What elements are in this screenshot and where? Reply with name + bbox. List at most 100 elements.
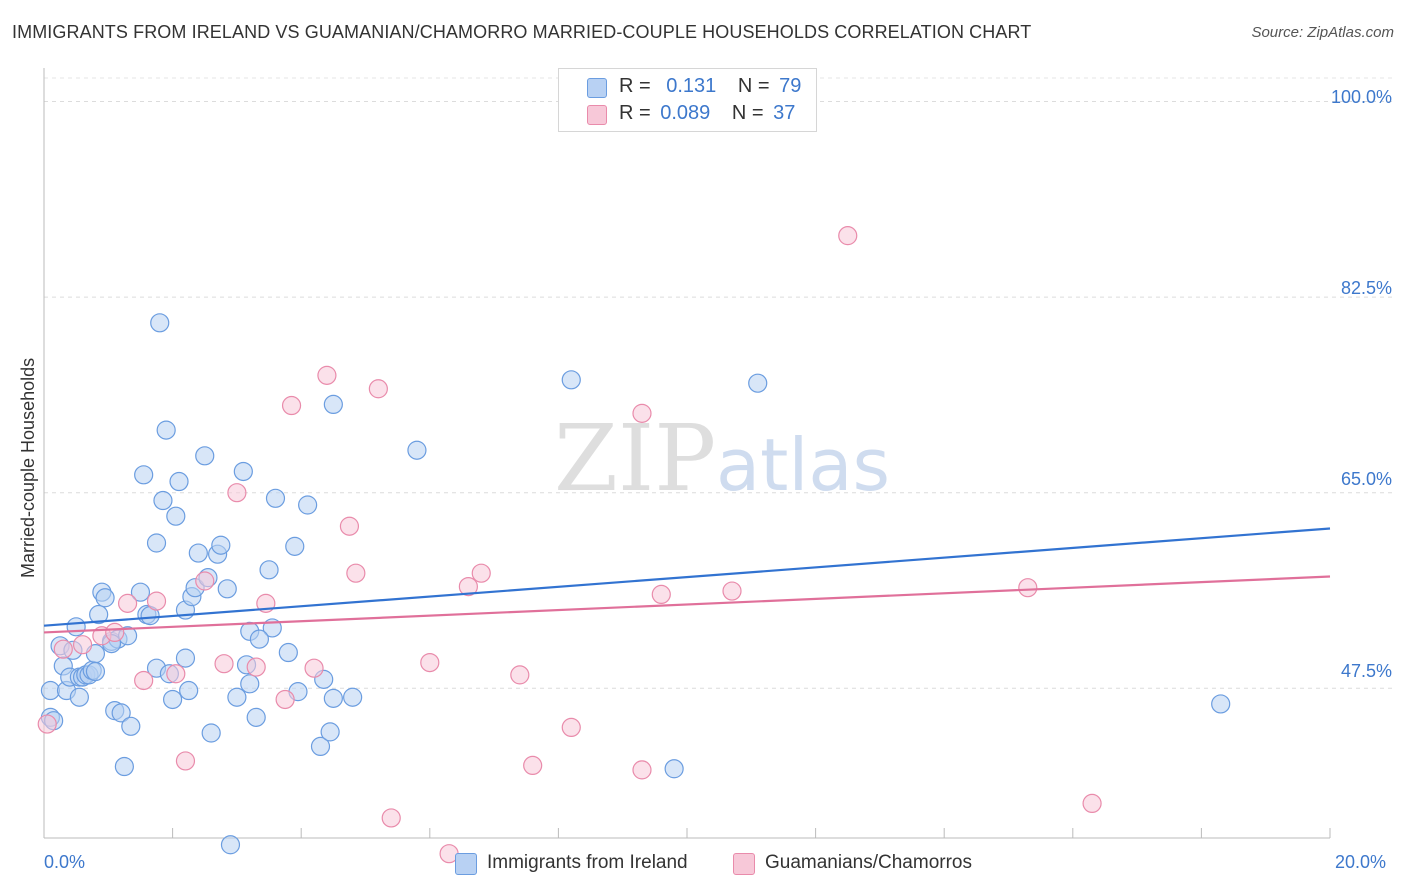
ireland-point <box>278 642 298 663</box>
correlation-legend: R = 0.131 N = 79 R = 0.089 N = 37 <box>558 68 817 132</box>
ireland-point <box>153 490 173 511</box>
x-tick-label: 0.0% <box>44 852 86 872</box>
source-label: Source: ZipAtlas.com <box>1251 24 1394 41</box>
legend-n-value: 37 <box>773 102 796 124</box>
ireland-point <box>748 373 768 393</box>
ireland-point <box>407 440 427 460</box>
legend-n-label: N = <box>737 75 770 97</box>
guamanian-point <box>523 755 543 776</box>
ireland-point <box>201 723 221 743</box>
guamanian-point <box>275 689 295 710</box>
ireland-point <box>298 495 318 515</box>
guamanian-point <box>339 516 360 536</box>
guamanian-point <box>651 584 671 605</box>
ireland-point <box>95 588 115 608</box>
ireland-point <box>233 461 253 482</box>
guamanian-point <box>722 581 742 601</box>
guamanian-point <box>166 664 186 684</box>
ireland-point <box>1211 694 1231 714</box>
ireland-point <box>240 674 260 694</box>
guamanian-point <box>304 658 324 678</box>
gridlines <box>44 77 1394 689</box>
ireland-point <box>246 707 266 727</box>
guamanian-point <box>561 717 581 738</box>
guamanian-point <box>1018 578 1038 598</box>
guamanian-point <box>214 654 234 674</box>
ireland-point <box>188 543 208 563</box>
ireland-point <box>664 759 684 779</box>
guamanian-point <box>72 635 93 655</box>
legend-swatch <box>587 105 607 125</box>
trend-lines <box>43 527 1331 634</box>
ireland-point <box>320 722 340 742</box>
legend-r-label: R = <box>619 102 651 124</box>
ireland-point <box>285 536 305 556</box>
y-tick-label: 47.5% <box>1340 661 1392 681</box>
ireland-point <box>169 471 189 492</box>
guamanian-point <box>346 563 366 583</box>
ireland-trend-line <box>43 527 1331 627</box>
ireland-point <box>66 617 86 637</box>
ireland-point <box>220 835 241 855</box>
y-tick-label: 82.5% <box>1340 278 1392 298</box>
guamanian-point <box>381 808 401 828</box>
legend-label: Guamanians/Chamorros <box>765 852 972 873</box>
legend-r-value: 0.131 <box>666 75 717 97</box>
ireland-point <box>166 506 186 526</box>
axes <box>43 68 1331 839</box>
guamanian-point <box>510 665 530 685</box>
ireland-point <box>310 736 331 757</box>
legend-n-label: N = <box>731 102 764 124</box>
ireland-point <box>114 756 134 777</box>
guamanian-point <box>838 226 858 246</box>
guamanian-point <box>117 593 138 613</box>
guamanian-point <box>246 657 266 677</box>
ireland-point <box>121 716 141 736</box>
guamanian-point <box>53 639 73 659</box>
y-axis-label: Married-couple Households <box>18 357 38 578</box>
watermark: ZIP atlas <box>554 405 890 512</box>
guamanian-point <box>368 379 388 399</box>
guamanian-point <box>195 571 215 591</box>
ireland-point <box>89 604 109 625</box>
ireland-point <box>130 582 151 602</box>
ireland-point <box>217 579 237 599</box>
guamanian-point <box>458 576 478 597</box>
legend-label: Immigrants from Ireland <box>487 852 688 873</box>
ireland-point <box>323 688 343 708</box>
ireland-point <box>150 313 170 333</box>
guamanian-point <box>134 670 154 691</box>
data-points <box>37 226 1231 864</box>
watermark-atlas: atlas <box>716 423 890 507</box>
legend-r-label: R = <box>619 75 651 97</box>
legend-swatch <box>587 78 607 98</box>
guamanian-point <box>281 395 302 416</box>
guamanian-point <box>37 714 57 734</box>
ireland-point <box>40 680 61 701</box>
ireland-point <box>85 661 106 682</box>
legend-r-value: 0.089 <box>660 102 711 124</box>
ireland-point <box>343 687 363 707</box>
guamanian-trend-line <box>43 575 1331 634</box>
ireland-point <box>323 394 343 415</box>
ireland-point <box>69 687 89 707</box>
guamanian-point <box>146 591 167 611</box>
legend-swatch <box>455 853 477 875</box>
guamanian-point <box>105 622 125 643</box>
ireland-point <box>211 535 231 555</box>
guamanian-point <box>227 483 247 503</box>
ireland-point <box>249 629 270 649</box>
legend-n-value: 79 <box>779 75 802 97</box>
ireland-point <box>227 687 247 707</box>
guamanian-point <box>317 365 337 385</box>
ireland-point <box>146 533 167 553</box>
ireland-point <box>175 648 196 668</box>
guamanian-point <box>471 563 491 583</box>
guamanian-point <box>420 652 440 673</box>
chart-title: IMMIGRANTS FROM IRELAND VS GUAMANIAN/CHA… <box>12 22 1032 42</box>
y-tick-label: 65.0% <box>1340 469 1392 489</box>
ireland-point <box>561 370 581 390</box>
guamanian-point <box>175 751 196 771</box>
watermark-zip: ZIP <box>554 405 716 512</box>
